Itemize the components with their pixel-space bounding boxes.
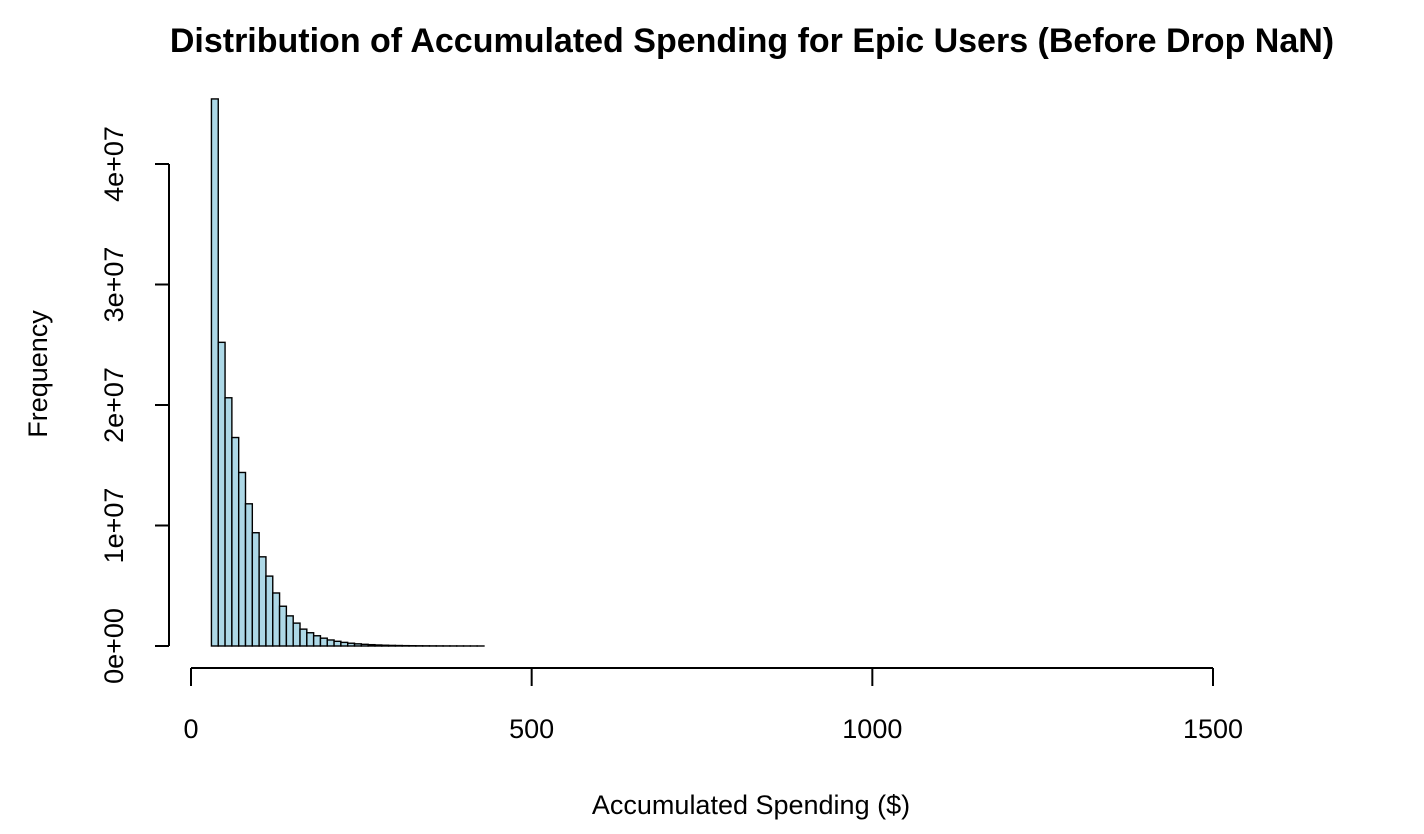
x-tick-label: 1500 <box>1183 714 1243 744</box>
histogram-bar <box>285 615 294 647</box>
x-tick-label: 0 <box>183 714 198 744</box>
y-tick-label: 4e+07 <box>99 126 129 202</box>
histogram-bar <box>251 532 260 647</box>
histogram-bar <box>312 635 322 647</box>
histogram-bar <box>381 644 390 647</box>
histogram-bar <box>367 643 376 647</box>
histogram-bar <box>353 643 363 647</box>
histogram-bar <box>231 436 240 647</box>
histogram-bar <box>340 641 349 647</box>
x-axis: 0 500 1000 1500 <box>183 667 1243 744</box>
histogram-bar <box>347 642 356 647</box>
histogram-bar <box>272 592 281 647</box>
x-tick-label: 500 <box>509 714 554 744</box>
histogram-bar <box>224 397 233 647</box>
histogram-bar <box>244 503 254 647</box>
histogram-bar <box>265 575 274 647</box>
histogram-bar <box>299 628 308 647</box>
y-tick-label: 2e+07 <box>99 367 129 443</box>
y-axis: 0e+00 1e+07 2e+07 3e+07 4e+07 <box>99 126 170 684</box>
histogram-bar <box>333 640 342 647</box>
x-tick-label: 1000 <box>842 714 902 744</box>
histogram-bars <box>210 98 485 647</box>
histogram-bar <box>258 556 267 647</box>
histogram-bar <box>292 622 301 647</box>
histogram-bar <box>306 632 315 647</box>
histogram-bar <box>278 605 288 647</box>
histogram-bar <box>319 637 328 647</box>
histogram-bar <box>237 471 247 647</box>
x-axis-label: Accumulated Spending ($) <box>592 790 910 820</box>
histogram-bar <box>387 644 397 647</box>
histogram-bar <box>326 639 335 647</box>
histogram-bar <box>360 643 369 647</box>
histogram-bar <box>210 98 219 647</box>
y-tick-label: 1e+07 <box>99 488 129 564</box>
histogram-bar <box>217 341 226 647</box>
histogram-bar <box>374 644 383 647</box>
chart-title: Distribution of Accumulated Spending for… <box>170 22 1334 60</box>
y-tick-label: 0e+00 <box>99 608 129 684</box>
y-axis-label: Frequency <box>23 310 53 438</box>
y-tick-label: 3e+07 <box>99 247 129 323</box>
